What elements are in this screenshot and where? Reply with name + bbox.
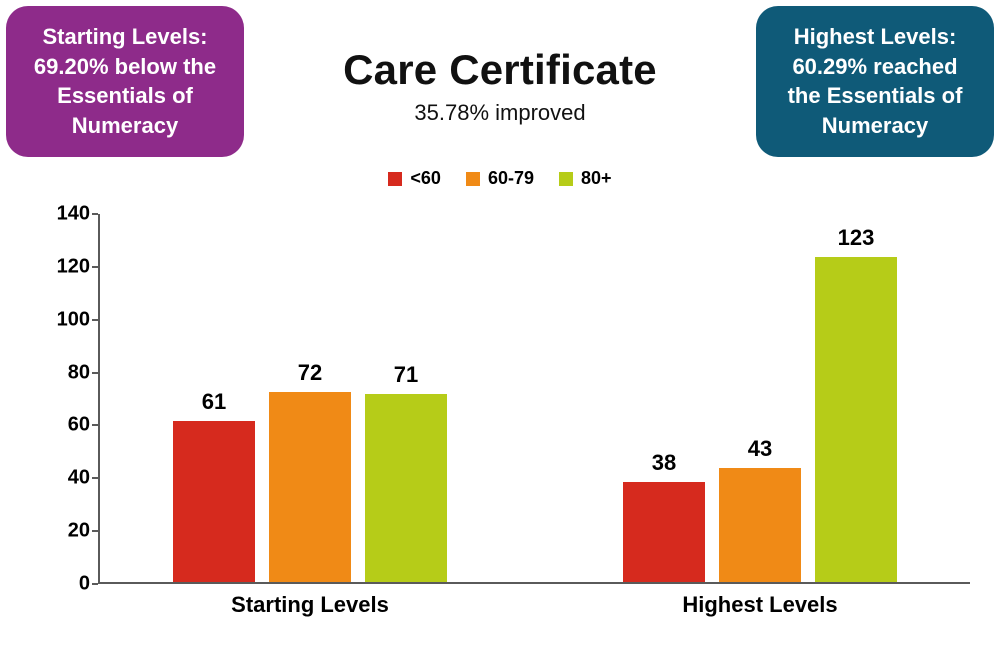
legend: <60 60-79 80+	[0, 168, 1000, 191]
ytick-label: 80	[46, 361, 90, 384]
ytick-mark	[92, 583, 98, 585]
ytick-mark	[92, 319, 98, 321]
bar: 38	[623, 482, 705, 582]
bar-value-label: 43	[719, 436, 801, 462]
chart-area: 617271Starting Levels3843123Highest Leve…	[48, 214, 970, 584]
legend-item-1: 60-79	[466, 168, 534, 189]
ytick-label: 20	[46, 520, 90, 543]
ytick-mark	[92, 477, 98, 479]
bar: 123	[815, 257, 897, 582]
ytick-mark	[92, 530, 98, 532]
x-category-label: Highest Levels	[640, 592, 880, 618]
bar-value-label: 61	[173, 389, 255, 415]
ytick-label: 100	[46, 308, 90, 331]
ytick-label: 40	[46, 467, 90, 490]
x-category-label: Starting Levels	[190, 592, 430, 618]
ytick-label: 120	[46, 255, 90, 278]
legend-item-0: <60	[388, 168, 441, 189]
page-title: Care Certificate	[0, 46, 1000, 94]
ytick-mark	[92, 266, 98, 268]
bar: 71	[365, 394, 447, 582]
page-subtitle: 35.78% improved	[0, 100, 1000, 126]
bar-value-label: 123	[815, 225, 897, 251]
bar-value-label: 38	[623, 450, 705, 476]
bar: 72	[269, 392, 351, 582]
ytick-mark	[92, 213, 98, 215]
bar: 61	[173, 421, 255, 582]
ytick-label: 0	[46, 573, 90, 596]
legend-label-1: 60-79	[488, 168, 534, 189]
plot: 617271Starting Levels3843123Highest Leve…	[98, 214, 970, 584]
ytick-label: 60	[46, 414, 90, 437]
legend-label-0: <60	[410, 168, 441, 189]
ytick-mark	[92, 372, 98, 374]
title-block: Care Certificate 35.78% improved	[0, 46, 1000, 126]
legend-swatch-1	[466, 172, 480, 186]
legend-swatch-2	[559, 172, 573, 186]
legend-item-2: 80+	[559, 168, 612, 189]
bar: 43	[719, 468, 801, 582]
legend-label-2: 80+	[581, 168, 612, 189]
legend-swatch-0	[388, 172, 402, 186]
ytick-label: 140	[46, 203, 90, 226]
bar-value-label: 71	[365, 362, 447, 388]
bar-value-label: 72	[269, 360, 351, 386]
ytick-mark	[92, 424, 98, 426]
